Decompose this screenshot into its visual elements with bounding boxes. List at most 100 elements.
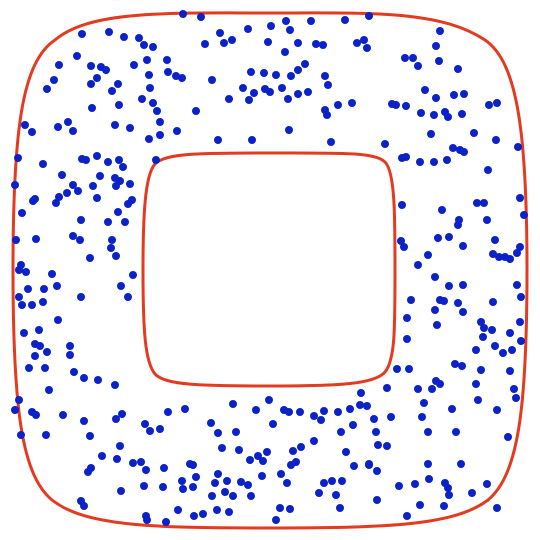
point-367	[247, 492, 255, 500]
point-137	[74, 187, 82, 195]
point-332	[444, 484, 452, 492]
point-312	[235, 446, 243, 454]
point-230	[479, 333, 487, 341]
point-262	[80, 417, 88, 425]
point-341	[211, 479, 219, 487]
point-81	[149, 99, 157, 107]
point-155	[121, 218, 129, 226]
point-275	[252, 406, 260, 414]
point-148	[93, 194, 101, 202]
point-82	[153, 107, 161, 115]
point-334	[84, 468, 92, 476]
point-242	[94, 376, 102, 384]
point-352	[365, 460, 373, 468]
point-211	[407, 296, 415, 304]
point-168	[108, 236, 116, 244]
point-17	[220, 39, 228, 47]
point-118	[82, 156, 90, 164]
point-283	[146, 427, 154, 435]
point-239	[41, 364, 49, 372]
point-322	[374, 441, 382, 449]
point-257	[15, 396, 23, 404]
point-343	[237, 478, 245, 486]
point-214	[477, 318, 485, 326]
point-252	[477, 366, 485, 374]
point-263	[357, 389, 365, 397]
point-272	[296, 408, 304, 416]
point-177	[434, 234, 442, 242]
point-245	[436, 380, 444, 388]
point-228	[506, 329, 514, 337]
point-265	[420, 399, 428, 407]
point-217	[517, 293, 525, 301]
point-289	[317, 416, 325, 424]
point-291	[370, 415, 378, 423]
point-131	[443, 156, 451, 164]
point-179	[454, 221, 462, 229]
point-39	[93, 74, 101, 82]
point-136	[69, 181, 77, 189]
point-246	[428, 385, 436, 393]
point-364	[208, 492, 216, 500]
point-5	[341, 16, 349, 24]
point-314	[254, 452, 262, 460]
point-159	[473, 199, 481, 207]
point-58	[294, 66, 302, 74]
point-353	[373, 467, 381, 475]
point-78	[115, 101, 123, 109]
point-91	[430, 111, 438, 119]
point-273	[265, 396, 273, 404]
point-169	[107, 244, 115, 252]
point-109	[248, 136, 256, 144]
point-288	[269, 420, 277, 428]
point-80	[138, 95, 146, 103]
point-31	[409, 54, 417, 62]
point-59	[301, 60, 309, 68]
point-345	[258, 472, 266, 480]
point-319	[310, 437, 318, 445]
point-32	[414, 62, 422, 70]
point-196	[28, 301, 36, 309]
point-375	[143, 516, 151, 524]
point-346	[277, 470, 285, 478]
point-145	[126, 180, 134, 188]
point-23	[319, 41, 327, 49]
point-294	[448, 405, 456, 413]
point-6	[267, 22, 275, 30]
point-152	[77, 216, 85, 224]
point-360	[159, 483, 167, 491]
point-186	[129, 271, 137, 279]
point-287	[232, 428, 240, 436]
point-189	[77, 293, 85, 301]
point-349	[320, 479, 328, 487]
point-103	[126, 124, 134, 132]
point-60	[321, 72, 329, 80]
point-119	[93, 152, 101, 160]
point-317	[289, 447, 297, 455]
point-124	[119, 163, 127, 171]
point-268	[346, 405, 354, 413]
point-75	[432, 94, 440, 102]
point-134	[11, 181, 19, 189]
point-38	[102, 66, 110, 74]
point-355	[483, 480, 491, 488]
point-71	[304, 88, 312, 96]
point-86	[323, 111, 331, 119]
point-250	[458, 362, 466, 370]
point-147	[29, 197, 37, 205]
point-25	[360, 36, 368, 44]
point-130	[430, 158, 438, 166]
point-260	[32, 411, 40, 419]
point-79	[88, 104, 96, 112]
point-241	[80, 374, 88, 382]
point-123	[115, 156, 123, 164]
point-224	[54, 316, 62, 324]
point-344	[244, 481, 252, 489]
point-354	[468, 489, 476, 497]
point-299	[42, 431, 50, 439]
point-197	[39, 298, 47, 306]
point-52	[146, 84, 154, 92]
point-253	[472, 380, 480, 388]
point-19	[264, 38, 272, 46]
